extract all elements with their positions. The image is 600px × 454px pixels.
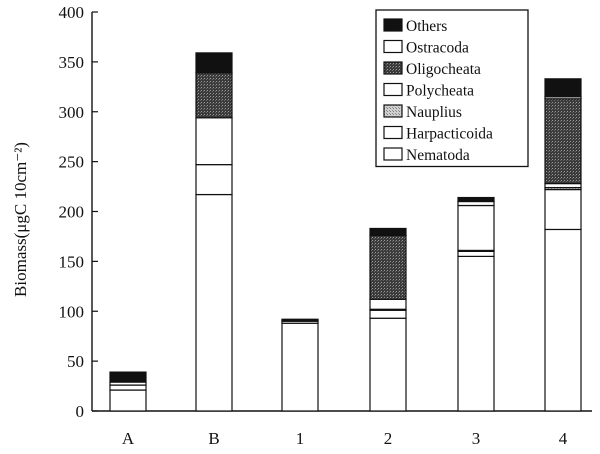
axes: 0 50 100 150 200 250 300 350 400 A B 1 2 3 4 [59,3,592,448]
y-tick-label: 200 [59,203,85,222]
legend-label: Oligocheata [406,61,481,78]
legend-label: Polycheata [406,83,474,100]
bar-segment-nematoda [281,322,319,412]
bar-segment-nematoda [369,317,407,412]
bar-segment-oligocheata [544,98,582,185]
legend-label: Others [406,18,447,35]
bar-segment-others [109,371,147,383]
legend-label: Harpacticoida [406,126,493,143]
bar-segment-nematoda [195,193,233,412]
legend-swatch [383,18,403,32]
legend-swatch [383,125,403,140]
bar-segment-polycheata [369,298,407,310]
y-tick-label: 50 [67,352,84,371]
legend-swatch [383,82,403,97]
y-axis-label: Biomass(μgC 10cm⁻²) [11,142,30,297]
y-tick-label: 250 [59,153,85,172]
y-tick-label: 300 [59,103,85,122]
y-tick-label: 0 [76,402,85,421]
y-tick-label: 100 [59,302,85,321]
y-tick-label: 400 [59,3,85,22]
bar-segment-nematoda [109,389,147,412]
x-tick-label: A [122,429,135,448]
legend-label: Nauplius [406,104,462,121]
bar-segment-nematoda [544,228,582,412]
legend: Others Ostracoda Oligocheata Polycheata Naup… [375,9,529,168]
legend-swatch [383,104,403,118]
x-tick-label: 2 [384,429,393,448]
bar-segment-others [457,196,495,203]
bar-segment-others [195,52,233,74]
bar-segment-others [369,227,407,237]
bars [109,52,582,412]
bar-segment-ostracoda [281,318,319,321]
bar-segment-harpacticoida [457,250,495,257]
legend-label: Nematoda [406,147,470,164]
x-tick-label: 1 [296,429,305,448]
bar-segment-harpacticoida [369,309,407,319]
legend-swatch [383,39,403,54]
bar-segment-polycheata [195,117,233,166]
y-tick-label: 350 [59,53,85,72]
legend-swatch [383,61,403,75]
bar-segment-nematoda [457,255,495,412]
x-tick-label: 4 [559,429,568,448]
bar-segment-oligocheata [369,234,407,300]
x-tick-label: B [208,429,219,448]
bar-segment-oligocheata [195,72,233,119]
bar-segment-harpacticoida [544,188,582,231]
legend-swatch [383,147,403,161]
y-tick-label: 150 [59,252,85,271]
x-tick-label: 3 [472,429,481,448]
legend-label: Ostracoda [406,40,469,57]
bar-segment-others [544,78,582,98]
bar-segment-harpacticoida [195,164,233,196]
bar-segment-harpacticoida [109,384,147,391]
bar-segment-polycheata [457,204,495,252]
